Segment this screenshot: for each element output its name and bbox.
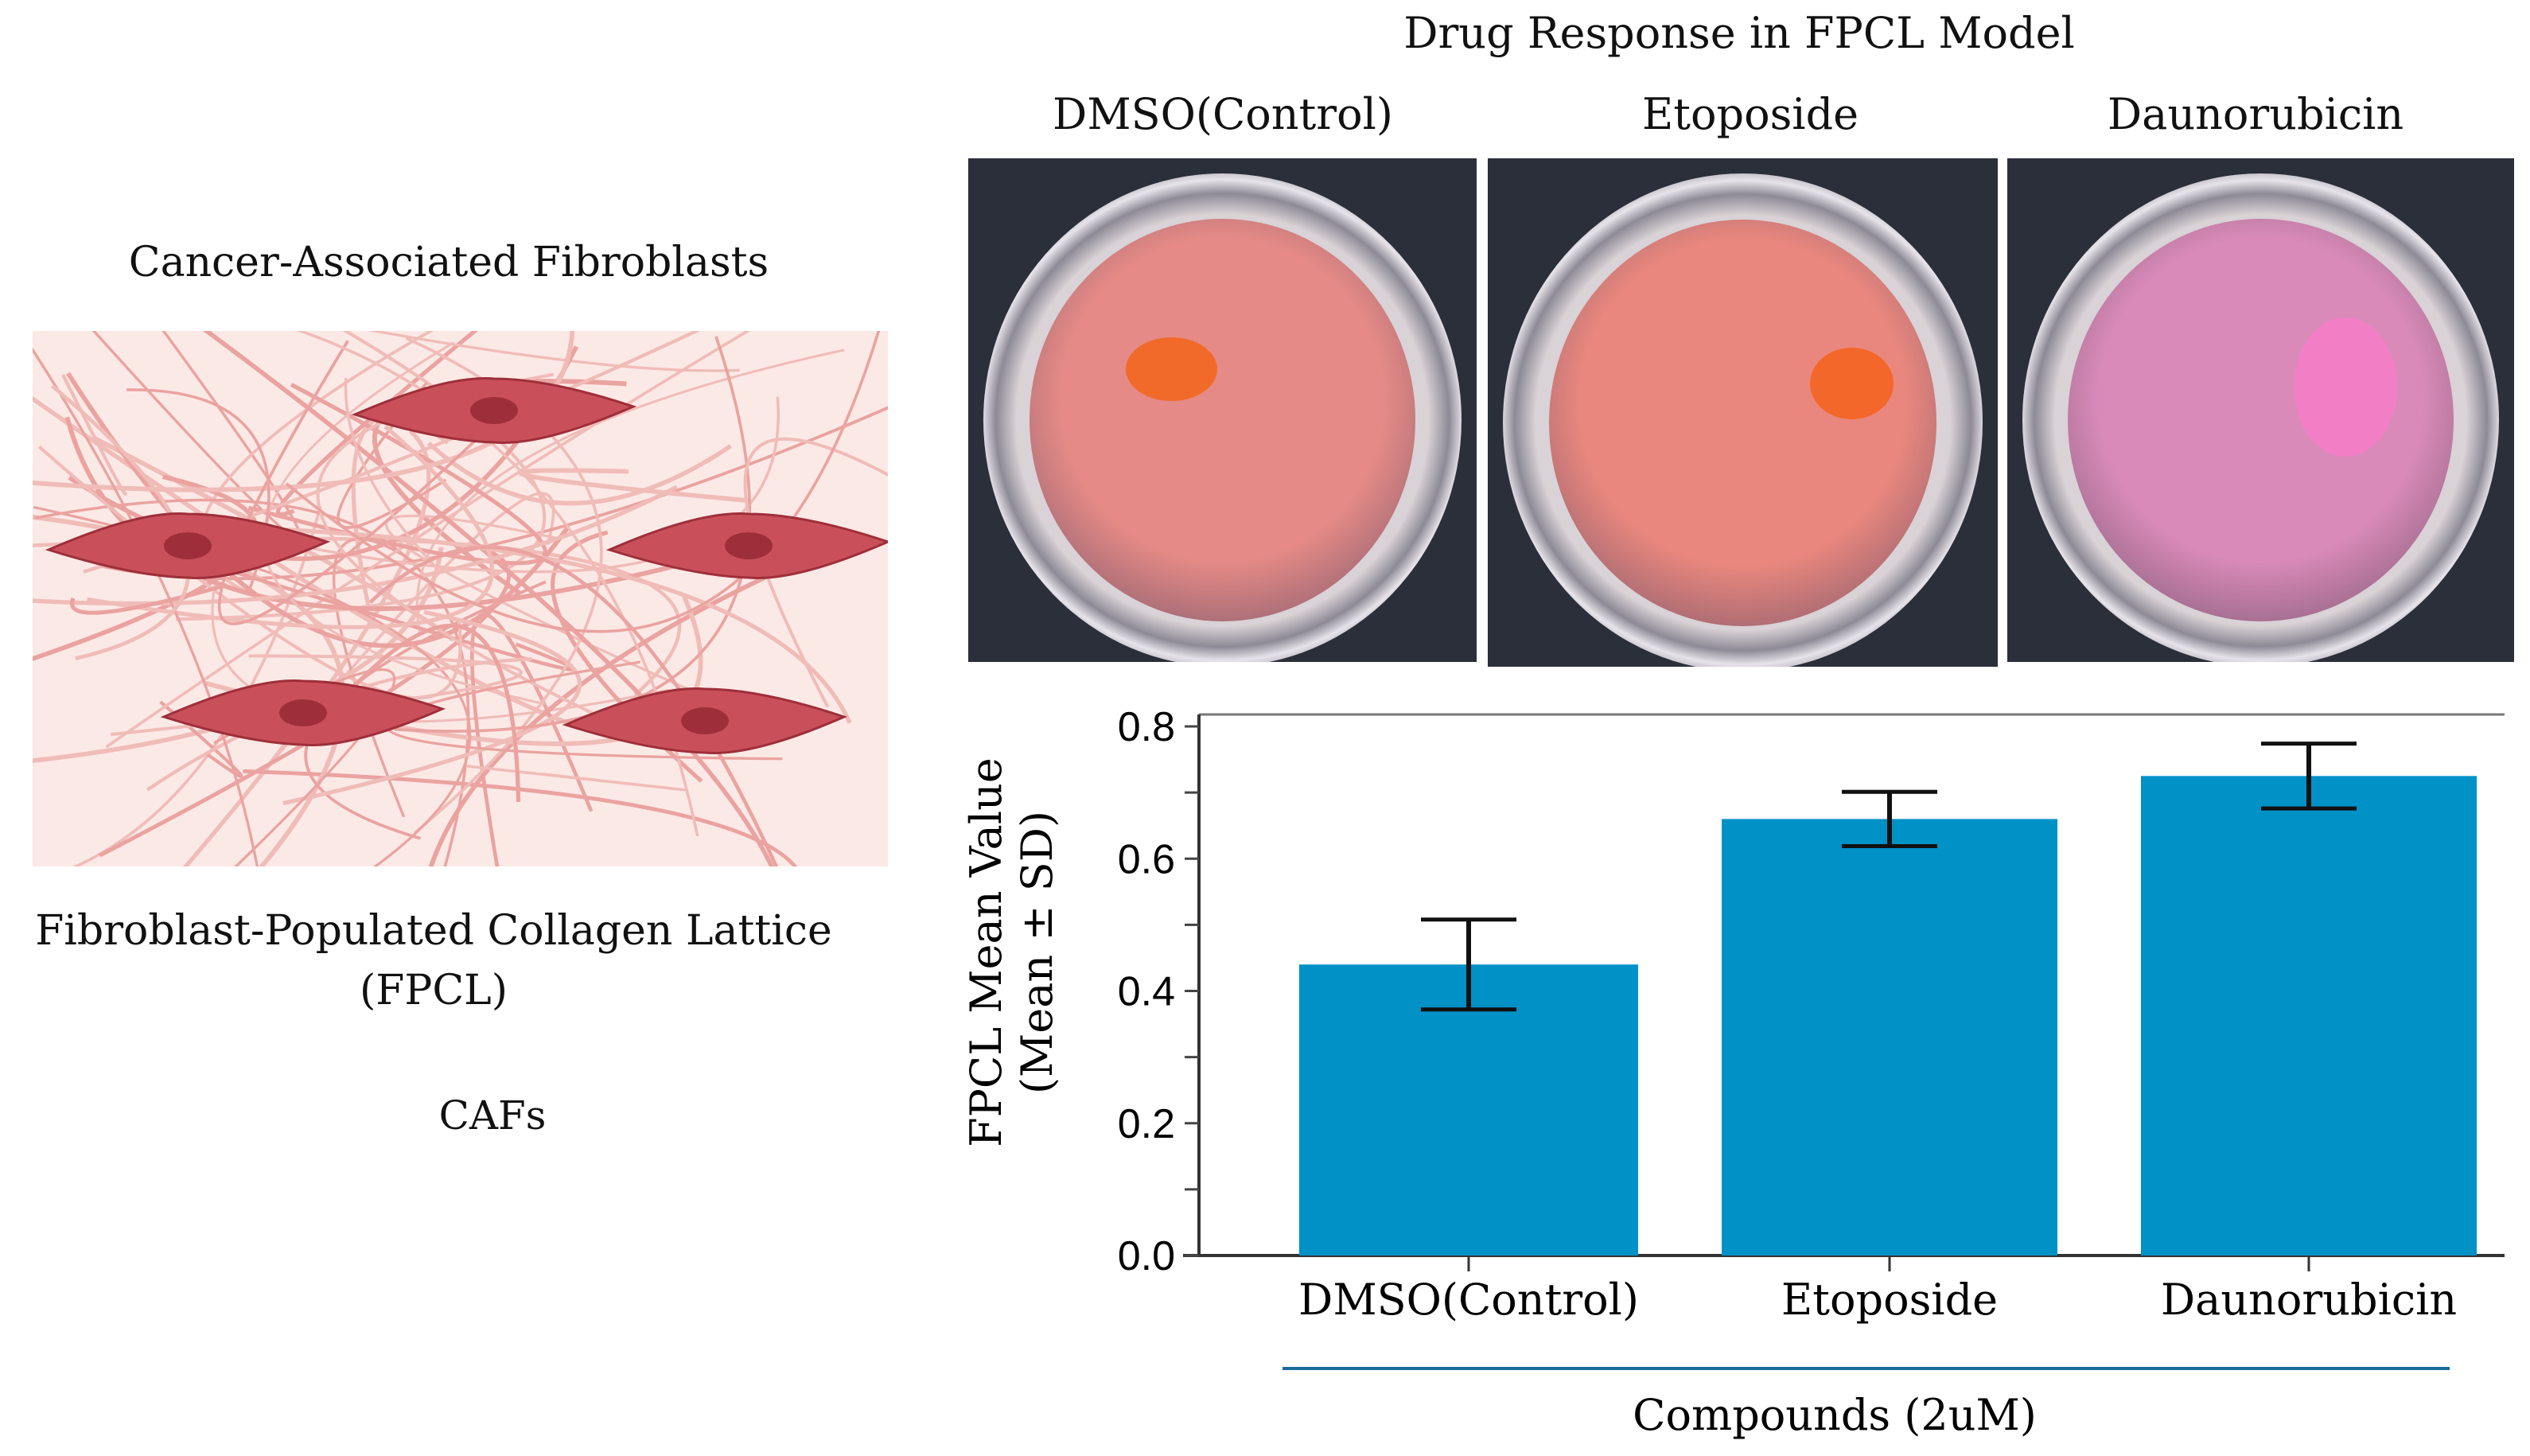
photo-label-etoposide: Etoposide xyxy=(1641,89,1859,139)
y-tick-label: 0.4 xyxy=(1118,969,1175,1015)
figure-title: Drug Response in FPCL Model xyxy=(1403,8,2075,58)
error-bar xyxy=(1421,917,1516,1012)
collagen-fiber xyxy=(337,382,447,529)
collagen-fiber xyxy=(313,623,521,802)
x-tick-label: DMSO(Control) xyxy=(1298,1275,1639,1325)
collagen-fiber xyxy=(70,582,228,615)
fibroblast-cell xyxy=(605,512,892,579)
y-axis-label-line2: (Mean ± SD) xyxy=(1012,811,1062,1094)
collagen-fiber xyxy=(61,374,127,496)
error-bar xyxy=(2261,742,2357,811)
illustration-caption-line2: (FPCL) xyxy=(360,967,508,1014)
photo-label-daunorubicin: Daunorubicin xyxy=(2107,89,2404,139)
collagen-fiber xyxy=(344,377,434,565)
collagen-fiber xyxy=(743,437,893,708)
y-axis-label-line1: FPCL Mean Value xyxy=(961,757,1011,1147)
x-tick-label: Etoposide xyxy=(1781,1275,1998,1325)
bar-2 xyxy=(2141,776,2477,1256)
collagen-fiber xyxy=(217,340,482,625)
fibroblast-cell xyxy=(45,512,331,579)
bar-1 xyxy=(1722,819,2057,1256)
collagen-fiber xyxy=(518,468,746,503)
collagen-fiber xyxy=(272,527,852,724)
well-photo-etoposide xyxy=(1488,158,1998,667)
collagen-fiber xyxy=(385,660,783,761)
collagen-fiber xyxy=(466,765,686,792)
illustration-title: Cancer-Associated Fibroblasts xyxy=(128,239,769,286)
fibroblast-cell xyxy=(160,679,446,746)
collagen-fiber xyxy=(426,441,733,506)
illustration-caption-line1: Fibroblast-Populated Collagen Lattice xyxy=(35,907,832,955)
photo-label-dmso: DMSO(Control) xyxy=(1053,89,1393,139)
collagen-fiber xyxy=(12,485,679,606)
y-tick-label: 0.6 xyxy=(1118,836,1175,882)
fibroblast-cell xyxy=(351,377,637,444)
collagen-fiber xyxy=(394,336,751,733)
y-tick-label: 0.8 xyxy=(1118,704,1175,750)
y-tick-label: 0.2 xyxy=(1118,1101,1175,1147)
well-photo-daunorubicin xyxy=(2007,158,2514,662)
bar-0 xyxy=(1299,964,1638,1256)
well-photo-dmso xyxy=(968,158,1477,662)
x-tick-label: Daunorubicin xyxy=(2161,1275,2457,1325)
collagen-fiber xyxy=(285,284,893,633)
x-axis-label: Compounds (2uM) xyxy=(1633,1390,2037,1440)
collagen-fiber xyxy=(282,609,582,806)
cafs-label: CAFs xyxy=(397,1073,588,1157)
error-bar xyxy=(1842,789,1937,848)
y-tick-label: 0.0 xyxy=(1118,1233,1175,1279)
collagen-fiber xyxy=(420,545,832,900)
collagen-fiber xyxy=(368,545,789,892)
collagen-fiber xyxy=(105,300,799,749)
collagen-fiber xyxy=(415,348,845,637)
collagen-fiber xyxy=(159,700,243,778)
fibroblast-cell xyxy=(562,687,848,754)
